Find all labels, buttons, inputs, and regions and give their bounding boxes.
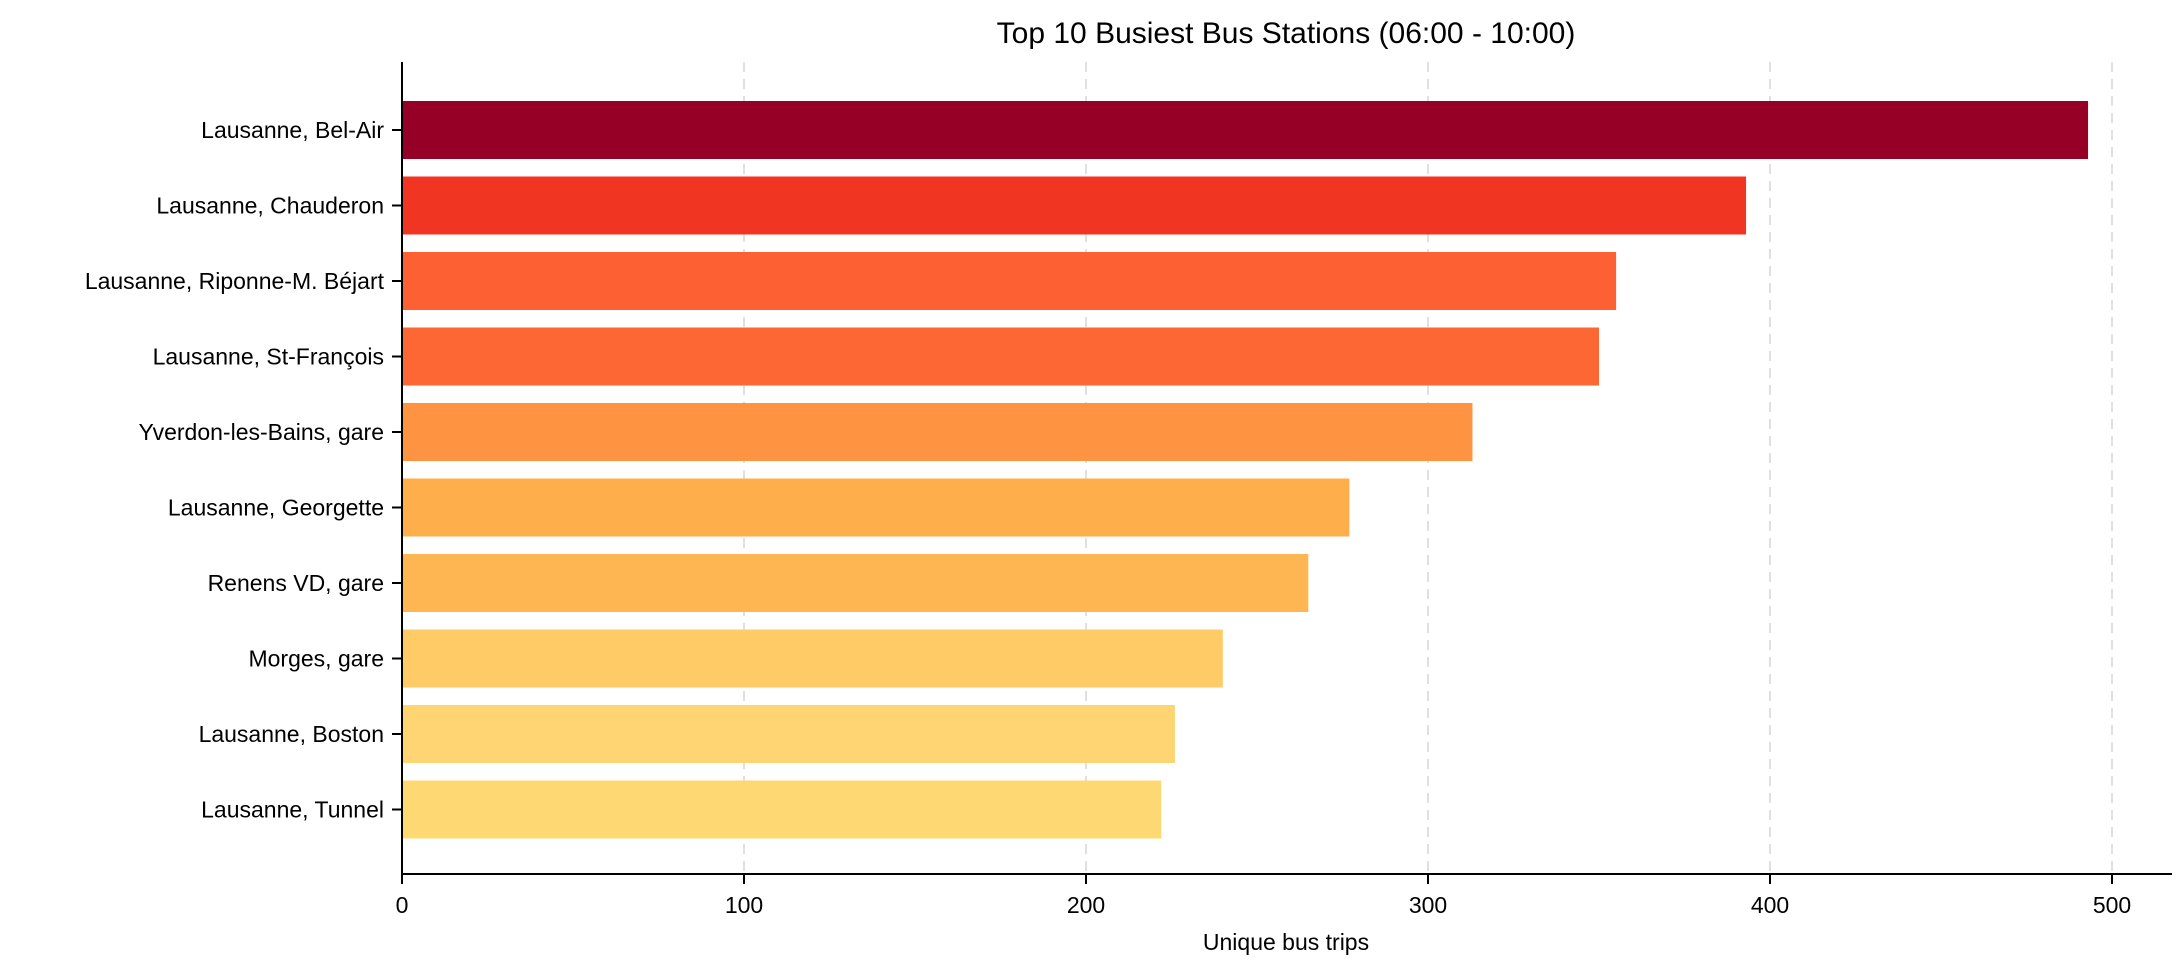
x-tick-label: 100 (725, 892, 763, 918)
y-tick-label: Lausanne, Boston (199, 721, 384, 747)
y-tick-label: Lausanne, Bel-Air (201, 117, 384, 143)
bar (402, 629, 1223, 688)
bar (402, 780, 1162, 839)
y-tick-label: Lausanne, St-François (153, 344, 384, 370)
bars (402, 101, 2089, 839)
y-tick-label: Lausanne, Georgette (168, 495, 384, 521)
bar (402, 403, 1473, 461)
x-ticks: 0 100 200 300 400 500 (396, 874, 2131, 918)
y-tick-label: Lausanne, Chauderon (156, 193, 384, 219)
x-tick-label: 300 (1409, 892, 1447, 918)
bar (402, 478, 1350, 537)
bar (402, 327, 1599, 386)
bar (402, 101, 2089, 159)
x-tick-label: 0 (396, 892, 409, 918)
y-tick-label: Lausanne, Tunnel (201, 797, 384, 823)
x-tick-label: 200 (1067, 892, 1105, 918)
bar (402, 554, 1309, 612)
chart-title: Top 10 Busiest Bus Stations (06:00 - 10:… (997, 17, 1576, 50)
bar (402, 252, 1617, 310)
y-tick-label: Yverdon-les-Bains, gare (139, 419, 384, 445)
y-tick-label: Lausanne, Riponne-M. Béjart (85, 268, 385, 294)
bar (402, 176, 1747, 235)
x-axis-label: Unique bus trips (1203, 929, 1369, 955)
bar (402, 705, 1175, 763)
y-tick-label: Morges, gare (248, 646, 384, 672)
y-tick-label: Renens VD, gare (208, 570, 384, 596)
y-tick-labels: Lausanne, Bel-Air Lausanne, Chauderon Laus… (85, 117, 402, 823)
x-tick-label: 400 (1751, 892, 1789, 918)
x-tick-label: 500 (2093, 892, 2131, 918)
